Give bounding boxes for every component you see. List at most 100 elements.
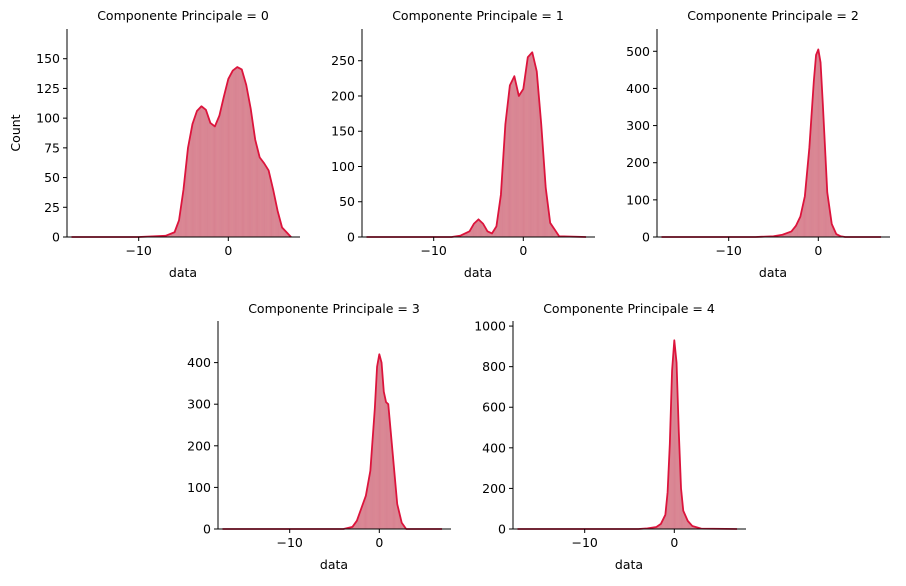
histogram-bar xyxy=(384,399,387,530)
facet-title: Componente Principale = 1 xyxy=(392,8,564,23)
x-tick-label: −10 xyxy=(420,243,446,258)
histogram-bar xyxy=(236,67,239,238)
histogram-bar xyxy=(269,175,271,238)
histogram-bar xyxy=(507,102,509,238)
x-axis-label: data xyxy=(320,557,348,572)
histogram-bar xyxy=(235,67,238,238)
x-tick-label: −10 xyxy=(715,243,741,258)
histogram-bar xyxy=(522,89,524,238)
y-tick-label: 400 xyxy=(187,355,211,370)
histogram-bar xyxy=(383,394,385,530)
histogram-bar xyxy=(267,168,269,238)
histogram-bar xyxy=(211,123,213,238)
histogram-bar xyxy=(510,82,512,238)
histogram-bar xyxy=(271,184,273,238)
histogram-bar xyxy=(379,356,381,530)
y-tick-label: 800 xyxy=(482,359,506,374)
histogram-bar xyxy=(205,111,208,238)
histogram-bar xyxy=(219,111,222,238)
histogram-bar xyxy=(386,403,389,530)
histogram-bar xyxy=(226,84,228,238)
histogram-bar xyxy=(225,88,227,238)
y-tick-label: 150 xyxy=(36,51,60,66)
y-tick-label: 200 xyxy=(331,88,355,103)
y-tick-label: 300 xyxy=(626,118,650,133)
y-tick-label: 0 xyxy=(52,230,60,245)
histogram-bar xyxy=(377,362,379,530)
histogram-bar xyxy=(673,345,675,530)
histogram-bar xyxy=(250,114,253,238)
histogram-bar xyxy=(512,78,514,238)
histogram-bar xyxy=(531,53,534,238)
y-tick-label: 50 xyxy=(339,194,355,209)
histogram-bar xyxy=(473,223,476,238)
histogram-bar xyxy=(813,83,815,238)
histogram-bar xyxy=(247,96,250,238)
histogram-bar xyxy=(817,50,819,238)
histogram-bar xyxy=(520,92,522,238)
histogram-bar xyxy=(481,222,483,238)
histogram-bar xyxy=(242,73,244,238)
histogram-bar xyxy=(261,160,264,238)
histogram-bar xyxy=(816,52,818,238)
histogram-bar xyxy=(534,62,536,238)
histogram-bar xyxy=(234,68,237,238)
histogram-bar xyxy=(509,84,511,238)
histogram-bar xyxy=(524,76,526,238)
histogram-bar xyxy=(230,73,232,238)
histogram-bar xyxy=(525,68,527,238)
x-axis-label: data xyxy=(464,265,492,280)
histogram-bar xyxy=(224,93,226,238)
histogram-bar xyxy=(221,101,224,238)
histogram-bar xyxy=(209,120,211,238)
histogram-bar xyxy=(529,54,532,238)
histogram-bar xyxy=(385,402,388,530)
histogram-bar xyxy=(210,123,212,238)
y-tick-label: 500 xyxy=(626,44,650,59)
y-tick-label: 200 xyxy=(482,481,506,496)
histogram-bar xyxy=(255,142,257,238)
histogram-bar xyxy=(218,115,220,238)
x-tick-label: −10 xyxy=(571,535,597,550)
histogram-bar xyxy=(799,217,801,238)
y-tick-label: 250 xyxy=(331,53,355,68)
y-tick-label: 75 xyxy=(44,140,60,155)
histogram-bar xyxy=(262,162,265,238)
histogram-bar xyxy=(228,77,230,238)
x-tick-label: −10 xyxy=(125,243,151,258)
histogram-bar xyxy=(220,106,223,238)
y-tick-label: 400 xyxy=(482,440,506,455)
histogram-bar xyxy=(256,146,258,238)
histogram-bar xyxy=(511,80,513,238)
histogram-bar xyxy=(538,98,540,238)
x-axis-label: data xyxy=(759,265,787,280)
histogram-bar xyxy=(263,163,266,238)
histogram-bar xyxy=(215,123,217,238)
histogram-bar xyxy=(196,111,198,238)
kde-line xyxy=(517,339,738,530)
histogram-bar xyxy=(527,56,529,238)
histogram-bar xyxy=(217,118,219,238)
histogram-bar xyxy=(216,120,218,238)
y-tick-label: 200 xyxy=(187,438,211,453)
histogram-bar xyxy=(479,220,481,238)
histogram-bar xyxy=(378,356,380,530)
kde-line xyxy=(661,48,882,238)
histogram-bar xyxy=(536,73,538,238)
histogram-bar xyxy=(243,77,245,238)
y-tick-label: 50 xyxy=(44,170,60,185)
histogram-bar xyxy=(387,408,390,530)
histogram-bar xyxy=(223,97,225,238)
histogram-bar xyxy=(252,122,254,238)
histogram-bar xyxy=(200,106,202,238)
y-tick-label: 200 xyxy=(626,155,650,170)
histogram-bar xyxy=(259,157,261,238)
histogram-bar xyxy=(258,155,260,238)
histogram-bar xyxy=(474,221,477,238)
facet-panel-3: Componente Principale = 3 data 0 100 200 30… xyxy=(187,301,451,572)
histogram-bar xyxy=(523,83,525,238)
histogram-bar xyxy=(537,86,539,238)
histogram-bar xyxy=(244,81,246,238)
y-tick-label: 0 xyxy=(203,522,211,537)
x-tick-label: −10 xyxy=(276,535,302,550)
